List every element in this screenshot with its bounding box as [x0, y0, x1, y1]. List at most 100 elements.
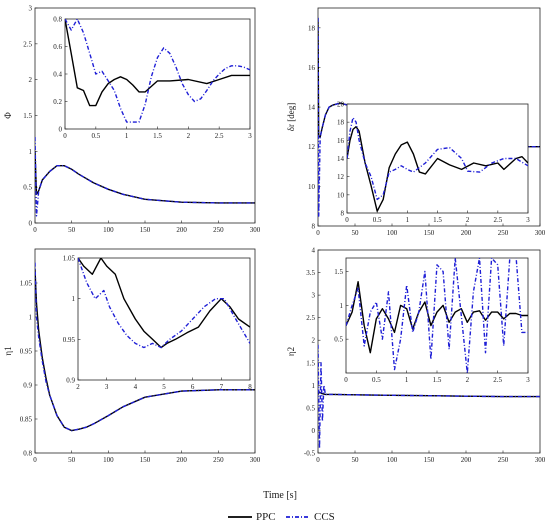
panel-4-inset-ytick-label: 1.5 — [334, 268, 343, 276]
panel-3-ytick-label: 0.85 — [20, 416, 33, 424]
panel-3-inset-frame — [77, 257, 251, 381]
panel-1-ytick-label: 1.5 — [23, 112, 32, 120]
panel-4-ytick-label: 1 — [312, 382, 316, 390]
panel-4-ytick-label: 2.5 — [306, 314, 315, 322]
panel-1-inset-xtick-label: 2.5 — [215, 132, 224, 140]
panel-4-ytick-label: 0.5 — [306, 404, 315, 412]
panel-4-ytick-label: 1.5 — [306, 359, 315, 367]
panel-1-xtick-label: 200 — [176, 226, 187, 234]
panel-1-inset-xtick-label: 1 — [125, 132, 129, 140]
panel-1-inset-xtick-label: 1.5 — [153, 132, 162, 140]
panel-1-xtick-label: 0 — [33, 226, 37, 234]
panel-2-xtick-label: 250 — [498, 229, 509, 237]
panel-1-ylabel: Φ — [3, 112, 13, 119]
panel-4-xtick-label: 300 — [535, 456, 546, 464]
legend: PPC CCS — [228, 511, 335, 523]
panel-1-inset-xtick-label: 2 — [187, 132, 191, 140]
panel-4-xtick-label: 250 — [498, 456, 509, 464]
panel-3-inset: 2 3 4 5 6 7 8 0.9 0.95 1 1.05 — [63, 255, 253, 392]
panel-2-xtick-label: 200 — [461, 229, 472, 237]
panel-1-inset-series-ccs — [65, 19, 250, 123]
panel-1-inset-ytick-label: 0.4 — [53, 71, 62, 79]
panel-4-inset-frame — [345, 257, 529, 374]
panel-4-xtick-label: 0 — [316, 456, 320, 464]
panel-3-ytick-label: 1 — [29, 314, 33, 322]
panel-4-inset-ytick-label: 1 — [340, 302, 344, 310]
panel-3-inset-ytick-label: 1.05 — [63, 255, 76, 263]
panel-2-inset-xtick-label: 0 — [345, 216, 349, 224]
panel-2-inset-ytick-label: 14 — [337, 155, 345, 163]
panel-3-series-ccs — [35, 262, 255, 432]
panel-1-xtick-label: 150 — [140, 226, 151, 234]
panel-1-inset-ytick-label: 0.8 — [53, 16, 62, 24]
panel-1-xtick-label: 300 — [250, 226, 261, 234]
panel-1-ytick-label: 0.5 — [23, 184, 32, 192]
panel-4-xtick-label: 100 — [387, 456, 398, 464]
panel-1-inset-ytick-label: 0 — [59, 126, 63, 134]
panel-4-inset: 0 0.5 1 1.5 2 2.5 3 0.5 1 1.5 — [334, 257, 530, 384]
panel-3-xtick-label: 200 — [176, 456, 187, 464]
panel-4-inset-xtick-label: 2 — [466, 376, 470, 384]
panel-2-inset-xtick-label: 1.5 — [433, 216, 442, 224]
panel-4: 0 50 100 150 200 250 300-0.500.511.522.533.54η… — [286, 247, 546, 465]
panel-2-inset-ytick-label: 16 — [337, 137, 345, 145]
panel-4-inset-xtick-label: 1 — [405, 376, 409, 384]
panel-3-ytick-label: 0.95 — [20, 348, 33, 356]
panel-2-xtick-label: 100 — [387, 229, 398, 237]
panel-3-inset-series-ccs — [78, 258, 250, 349]
panel-2-inset-series-ppc — [347, 126, 528, 212]
panel-1-ytick-label: 1 — [29, 148, 33, 156]
panel-3-inset-xtick-label: 6 — [191, 383, 195, 391]
panel-2-xtick-label: 50 — [352, 229, 360, 237]
panel-4-inset-xtick-label: 3 — [526, 376, 530, 384]
panel-2-xtick-label: 150 — [424, 229, 435, 237]
panel-4-ytick-label: 4 — [312, 247, 316, 255]
panel-2-inset-xtick-label: 0.5 — [373, 216, 382, 224]
panel-3: 0 50 100 150 200 250 3000.80.850.90.9511.05η12… — [3, 248, 261, 464]
panel-4-inset-ytick-label: 0.5 — [334, 336, 343, 344]
panel-4-inset-series-ppc — [346, 281, 528, 354]
panel-2-inset-ytick-label: 12 — [337, 173, 345, 181]
panel-3-inset-ytick-label: 0.9 — [66, 377, 75, 385]
panel-3-ylabel: η1 — [3, 346, 13, 355]
panel-4-ytick-label: 2 — [312, 337, 316, 345]
panel-1-inset-xtick-label: 3 — [248, 132, 252, 140]
panel-1-inset-xtick-label: 0 — [63, 132, 67, 140]
panel-3-inset-xtick-label: 8 — [248, 383, 252, 391]
panel-1-inset: 0 0.5 1 1.5 2 2.5 3 0 0.2 0.4 0.6 0.8 — [53, 16, 252, 141]
panel-1-inset-ytick-label: 0.2 — [53, 98, 62, 106]
panel-2-ylabel: δr [deg] — [286, 103, 296, 131]
panel-1-inset-frame — [64, 18, 251, 130]
panel-3-xtick-label: 150 — [140, 456, 151, 464]
panel-3-inset-xtick-label: 3 — [105, 383, 109, 391]
panel-2-ytick-label: 10 — [308, 183, 316, 191]
panel-2-inset-ytick-label: 8 — [341, 210, 345, 218]
panel-2-xtick-label: 0 — [316, 229, 320, 237]
panel-1-inset-xtick-label: 0.5 — [91, 132, 100, 140]
panel-2-inset-ytick-label: 10 — [337, 191, 345, 199]
panel-4-xtick-label: 200 — [461, 456, 472, 464]
panel-4-xtick-label: 150 — [424, 456, 435, 464]
panel-3-ytick-label: 0.8 — [23, 450, 32, 458]
panel-3-inset-ytick-label: 1 — [72, 295, 76, 303]
panel-1-ytick-label: 2 — [29, 76, 33, 84]
panel-3-inset-xtick-label: 7 — [220, 383, 224, 391]
panel-2-ytick-label: 12 — [308, 143, 316, 151]
panel-2-inset: 0 0.5 1 1.5 2 2.5 3 8 10 12 14 16 18 20 — [337, 101, 530, 225]
panel-1-xtick-label: 100 — [103, 226, 114, 234]
panel-1-ytick-label: 3 — [29, 5, 33, 13]
panel-3-inset-xtick-label: 2 — [76, 383, 80, 391]
panel-3-inset-ytick-label: 0.95 — [63, 336, 76, 344]
panel-1-xtick-label: 50 — [68, 226, 76, 234]
panel-2-inset-xtick-label: 1 — [406, 216, 410, 224]
panel-4-series-ccs — [318, 344, 540, 450]
panel-2-inset-xtick-label: 3 — [526, 216, 530, 224]
panel-4-inset-series-ccs — [346, 258, 528, 373]
panel-4-ytick-label: 0 — [312, 427, 316, 435]
panel-1-ytick-label: 2.5 — [23, 40, 32, 48]
panel-3-xtick-label: 250 — [213, 456, 224, 464]
panel-1-inset-ytick-label: 0.6 — [53, 43, 62, 51]
x-axis-caption: Time [s] — [263, 490, 297, 501]
panel-2-ytick-label: 14 — [308, 104, 316, 112]
panel-3-inset-xtick-label: 5 — [162, 383, 166, 391]
